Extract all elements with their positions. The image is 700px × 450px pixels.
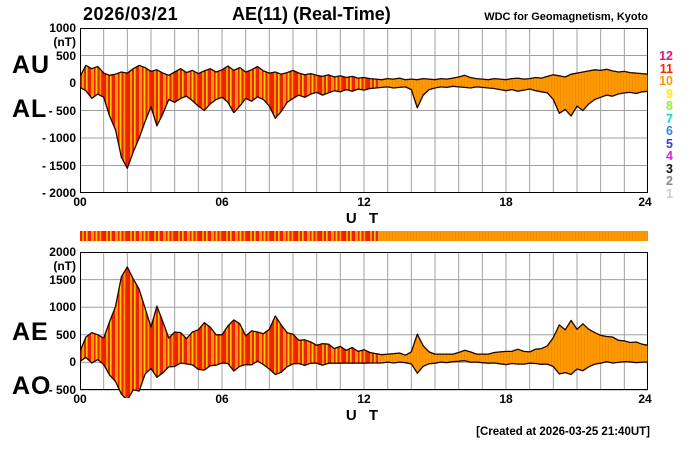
x-tick-label: 06 [215,392,229,406]
label-ao: AO [12,372,52,400]
station-count-bar [80,231,648,241]
bottom-panel-chart [80,252,648,398]
y-tick-label: 0 [69,76,76,90]
y-tick-label: 0 [69,355,76,370]
x-tick-label: 06 [215,195,229,209]
x-tick-label: 00 [73,392,87,406]
top-ut-label: U T [345,210,383,227]
y-tick-label: 1000 [49,300,76,315]
station-count-1: 1 [666,186,673,201]
y-tick-label: 500 [55,48,76,63]
bottom-unit-label: (nT) [53,259,76,273]
station-count-7: 7 [666,111,673,126]
station-count-3: 3 [666,161,673,176]
y-tick-label: - 1500 [41,158,76,173]
y-tick-label: - 1000 [41,131,76,145]
label-al: AL [12,95,48,123]
label-au: AU [12,51,51,79]
top-unit-label: (nT) [53,35,76,49]
station-count-8: 8 [666,99,673,113]
x-tick-label: 24 [638,195,652,209]
x-tick-label: 12 [357,195,371,209]
x-tick-label: 00 [73,195,87,209]
y-tick-label: 500 [55,327,76,342]
label-ae: AE [12,318,49,346]
source-credit: WDC for Geomagnetism, Kyoto [484,11,648,23]
station-count-4: 4 [666,149,673,163]
bottom-ut-label: U T [345,407,383,424]
y-tick-label: 1000 [49,21,76,35]
station-count-5: 5 [666,136,673,151]
x-tick-label: 12 [357,392,371,406]
station-count-12: 12 [659,49,673,63]
station-count-10: 10 [659,74,673,88]
x-tick-label: 18 [499,392,513,406]
station-count-9: 9 [666,86,673,101]
plot-date: 2026/03/21 [83,4,179,24]
y-tick-label: - 500 [48,103,76,118]
x-tick-label: 18 [499,195,513,209]
created-at: [Created at 2026-03-25 21:40UT] [476,426,650,438]
top-panel-chart [80,28,648,193]
y-tick-label: - 2000 [41,186,76,200]
page-title: AE(11) (Real-Time) [232,4,391,24]
station-count-6: 6 [666,124,673,138]
station-count-2: 2 [666,174,673,188]
y-tick-label: 2000 [49,245,76,259]
station-count-11: 11 [659,61,673,76]
y-tick-label: - 500 [48,383,76,397]
y-tick-label: 1500 [49,272,76,287]
x-tick-label: 24 [638,392,652,406]
